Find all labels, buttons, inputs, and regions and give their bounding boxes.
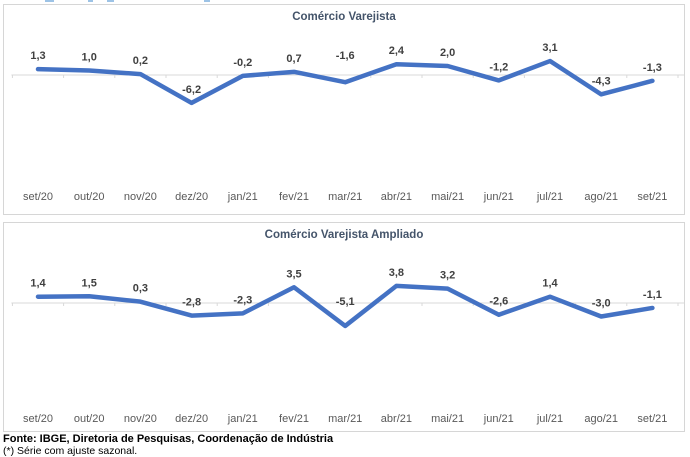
chart-panel-comercio-varejista: Comércio Varejista 1,3 1,0 0,2 -6,2 -0,2 0,7 -… bbox=[3, 4, 685, 215]
svg-text:abr/21: abr/21 bbox=[381, 191, 412, 203]
svg-text:jul/21: jul/21 bbox=[536, 413, 563, 425]
seasonal-adjustment-note: (*) Série com ajuste sazonal. bbox=[3, 445, 138, 457]
svg-text:1,3: 1,3 bbox=[30, 50, 45, 62]
svg-text:mar/21: mar/21 bbox=[328, 191, 362, 203]
svg-text:3,2: 3,2 bbox=[440, 270, 455, 282]
svg-text:2,0: 2,0 bbox=[440, 47, 455, 59]
cropped-text-fragment bbox=[88, 0, 93, 2]
chart-title: Comércio Varejista bbox=[292, 11, 396, 23]
svg-text:-2,3: -2,3 bbox=[233, 294, 252, 306]
svg-text:jun/21: jun/21 bbox=[483, 191, 514, 203]
svg-text:fev/21: fev/21 bbox=[279, 413, 309, 425]
svg-text:dez/20: dez/20 bbox=[175, 191, 208, 203]
cropped-text-fragment bbox=[45, 0, 54, 2]
svg-text:0,2: 0,2 bbox=[133, 55, 148, 67]
svg-text:1,4: 1,4 bbox=[542, 278, 558, 290]
svg-text:mai/21: mai/21 bbox=[431, 413, 464, 425]
svg-text:1,4: 1,4 bbox=[30, 278, 46, 290]
svg-text:ago/21: ago/21 bbox=[584, 191, 618, 203]
chart-footer: Fonte: IBGE, Diretoria de Pesquisas, Coo… bbox=[3, 433, 687, 457]
svg-text:-1,2: -1,2 bbox=[489, 61, 508, 73]
svg-text:3,5: 3,5 bbox=[286, 268, 301, 280]
svg-text:jul/21: jul/21 bbox=[536, 191, 563, 203]
cropped-text-fragment bbox=[107, 0, 114, 2]
line-plot-comercio-varejista: 1,3 1,0 0,2 -6,2 -0,2 0,7 -1,6 2,4 2,0 -1,2 3,1 -4,… bbox=[11, 42, 684, 203]
svg-text:out/20: out/20 bbox=[74, 413, 105, 425]
line-plot-comercio-varejista-ampliado: 1,4 1,5 0,3 -2,8 -2,3 3,5 -5,1 3,8 3,2 -2,6 1,4 -3,… bbox=[11, 267, 684, 425]
svg-text:-2,8: -2,8 bbox=[182, 297, 201, 309]
svg-text:3,8: 3,8 bbox=[389, 267, 404, 279]
svg-text:mar/21: mar/21 bbox=[328, 413, 362, 425]
svg-text:-1,1: -1,1 bbox=[643, 289, 662, 301]
svg-text:-5,1: -5,1 bbox=[336, 296, 355, 308]
svg-text:mai/21: mai/21 bbox=[431, 191, 464, 203]
svg-text:jan/21: jan/21 bbox=[227, 191, 258, 203]
chart-title: Comércio Varejista Ampliado bbox=[264, 229, 424, 241]
svg-text:-1,3: -1,3 bbox=[643, 62, 662, 74]
svg-text:0,7: 0,7 bbox=[286, 53, 301, 65]
svg-text:ago/21: ago/21 bbox=[584, 413, 618, 425]
svg-text:nov/20: nov/20 bbox=[124, 191, 157, 203]
cropped-text-fragment bbox=[204, 0, 210, 2]
svg-text:0,3: 0,3 bbox=[133, 283, 148, 295]
svg-text:-3,0: -3,0 bbox=[592, 298, 611, 310]
svg-text:fev/21: fev/21 bbox=[279, 191, 309, 203]
svg-text:abr/21: abr/21 bbox=[381, 413, 412, 425]
svg-text:set/21: set/21 bbox=[637, 191, 667, 203]
svg-text:-4,3: -4,3 bbox=[592, 75, 611, 87]
svg-text:set/21: set/21 bbox=[637, 413, 667, 425]
svg-text:set/20: set/20 bbox=[23, 191, 53, 203]
svg-text:3,1: 3,1 bbox=[542, 42, 557, 54]
svg-text:-2,6: -2,6 bbox=[489, 296, 508, 308]
svg-text:1,0: 1,0 bbox=[82, 52, 97, 64]
svg-text:-6,2: -6,2 bbox=[182, 84, 201, 96]
chart-panel-comercio-varejista-ampliado: Comércio Varejista Ampliado 1,4 1,5 0,3 -2,… bbox=[3, 222, 685, 432]
svg-text:2,4: 2,4 bbox=[389, 45, 405, 57]
svg-text:1,5: 1,5 bbox=[82, 277, 97, 289]
svg-text:dez/20: dez/20 bbox=[175, 413, 208, 425]
svg-text:-0,2: -0,2 bbox=[233, 57, 252, 69]
source-note: Fonte: IBGE, Diretoria de Pesquisas, Coo… bbox=[3, 433, 334, 445]
svg-text:set/20: set/20 bbox=[23, 413, 53, 425]
svg-text:-1,6: -1,6 bbox=[336, 50, 355, 62]
svg-text:jan/21: jan/21 bbox=[227, 413, 258, 425]
svg-text:nov/20: nov/20 bbox=[124, 413, 157, 425]
svg-text:jun/21: jun/21 bbox=[483, 413, 514, 425]
svg-text:out/20: out/20 bbox=[74, 191, 105, 203]
